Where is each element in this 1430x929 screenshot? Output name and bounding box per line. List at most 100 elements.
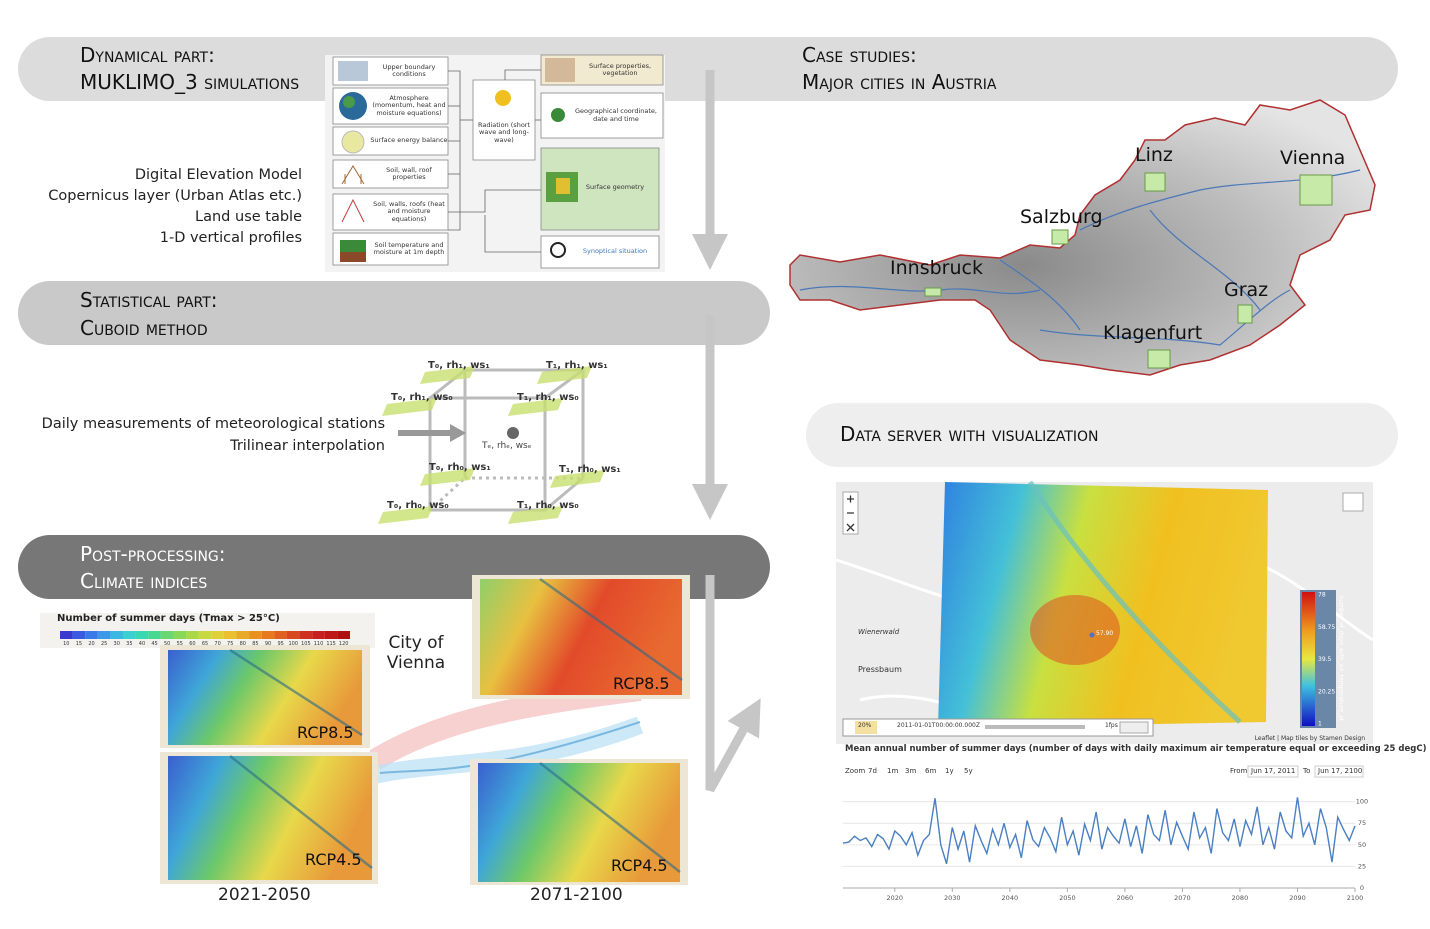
box-label: Surface energy balance	[370, 136, 448, 145]
legend-tick: 15	[76, 641, 82, 647]
zoom-button[interactable]: 1y	[945, 767, 954, 775]
zoom-button[interactable]: 7d	[868, 767, 877, 775]
corner-tags	[378, 366, 605, 524]
legend-swatch	[110, 631, 124, 639]
austria-map	[789, 99, 1376, 376]
input: 1-D vertical profiles	[159, 230, 302, 246]
corner-label: T₁, rh₁, ws₀	[517, 392, 579, 403]
to-date[interactable]: Jun 17, 2100	[1318, 767, 1363, 775]
point-value: 57.90	[1096, 630, 1114, 637]
legend-swatch	[337, 631, 350, 639]
period: 2071-2100	[530, 885, 623, 905]
from-date[interactable]: Jun 17, 2011	[1251, 767, 1296, 775]
data-line	[842, 797, 1356, 865]
legend-tick: 75	[227, 641, 233, 647]
legend-tick: 115	[326, 641, 336, 647]
legend-swatch	[186, 631, 199, 639]
legend-tick: 95	[277, 641, 283, 647]
legend-swatch	[223, 631, 237, 639]
attribution: Leaflet | Map tiles by Stamen Design	[1254, 735, 1365, 742]
legend-tick: 40	[139, 641, 145, 647]
legend-swatch	[249, 631, 262, 639]
legend-tick: 85	[252, 641, 258, 647]
zoom-button[interactable]: 5y	[964, 767, 973, 775]
legend-swatch	[312, 631, 325, 639]
y-tick-label: 25	[1358, 862, 1366, 870]
legend-swatch	[173, 631, 187, 639]
chart-title: Mean annual number of summer days (numbe…	[845, 744, 1427, 754]
zoom-button[interactable]: 1m	[887, 767, 899, 775]
legend-tick: 60	[189, 641, 195, 647]
legend-swatch	[299, 631, 313, 639]
to-label: To	[1303, 767, 1311, 775]
x-tick-label: 2030	[944, 894, 961, 902]
corner-label: T₀, rh₁, ws₁	[428, 360, 490, 371]
box-label: Soil, walls, roofs (heat and moisture eq…	[373, 199, 445, 223]
zoom-button[interactable]: 6m	[925, 767, 937, 775]
title: Statistical part:	[80, 288, 218, 312]
x-tick-label: 2090	[1289, 894, 1306, 902]
scenario: RCP4.5	[305, 850, 362, 869]
box-label: Synoptical situation	[582, 247, 648, 256]
scenario: RCP4.5	[611, 856, 668, 875]
legend-tick: 30	[114, 641, 120, 647]
corner-label: T₁, rh₀, ws₀	[517, 500, 579, 511]
y-tick-label: 75	[1358, 819, 1366, 827]
web-app	[835, 480, 1374, 904]
center-point	[507, 427, 519, 439]
city: Linz	[1135, 144, 1173, 166]
y-tick-label: 0	[1360, 884, 1364, 892]
legend-swatch	[286, 631, 300, 639]
legend-tick: 70	[214, 641, 220, 647]
scenario-maps	[40, 575, 690, 885]
from-label: From	[1230, 767, 1248, 775]
input: Land use table	[195, 209, 302, 225]
legend-tick: 65	[202, 641, 208, 647]
corner-label: T₀, rh₀, ws₁	[429, 462, 491, 473]
zoom-button[interactable]: 3m	[905, 767, 917, 775]
legend-swatch	[274, 631, 287, 639]
city: Graz	[1224, 279, 1269, 301]
subtitle: Climate indices	[80, 569, 208, 593]
city: Innsbruck	[890, 257, 983, 279]
y-tick-label: 100	[1356, 798, 1368, 806]
legend-tick: 90	[265, 641, 271, 647]
banner-server	[806, 403, 1398, 467]
legend-tick: 35	[126, 641, 132, 647]
player-time: 2011-01-01T00:00:00.000Z	[897, 722, 980, 729]
box-label: Radiation (short wave and long-wave)	[477, 120, 531, 144]
x-tick-label: 2020	[887, 894, 904, 902]
x-tick-label: 2100	[1347, 894, 1364, 902]
subtitle: Cuboid method	[80, 316, 208, 340]
box-label: Surface properties, vegetation	[588, 61, 652, 77]
banner-statistical	[18, 281, 770, 345]
legend-swatch	[160, 631, 174, 639]
legend-swatch	[60, 631, 73, 639]
box-label: Soil, wall, roof properties	[386, 165, 432, 181]
legend-tick: 50	[164, 641, 170, 647]
legend-swatch	[261, 631, 275, 639]
corner-label: T₀, rh₀, ws₀	[387, 500, 449, 511]
legend-tick: 105	[301, 641, 311, 647]
player-fps: 1fps	[1105, 722, 1118, 729]
corner-label: T₁, rh₀, ws₁	[559, 464, 621, 475]
title: Post-processing:	[80, 542, 226, 566]
legend-tick: 110	[314, 641, 324, 647]
input-arrow-head	[450, 424, 466, 442]
corner-label: T₁, rh₁, ws₁	[546, 360, 608, 371]
box-label: Upper boundary conditions	[382, 62, 436, 78]
title: Case studies:	[802, 43, 917, 67]
legend-tick: 120	[339, 641, 349, 647]
input: Trilinear interpolation	[230, 438, 385, 454]
legend-swatch	[198, 631, 212, 639]
corner-label: T₀, rh₁, ws₀	[391, 392, 453, 403]
y-tick-label: 50	[1358, 841, 1366, 849]
colorbar-tick: 20.25	[1318, 688, 1335, 695]
input: Digital Elevation Model	[134, 167, 302, 183]
colorbar-tick: 78	[1318, 592, 1326, 599]
x-tick-label: 2040	[1002, 894, 1019, 902]
colorbar-label: number_of_days_with_air_temperature_at	[1337, 595, 1345, 722]
legend-swatch	[324, 631, 338, 639]
